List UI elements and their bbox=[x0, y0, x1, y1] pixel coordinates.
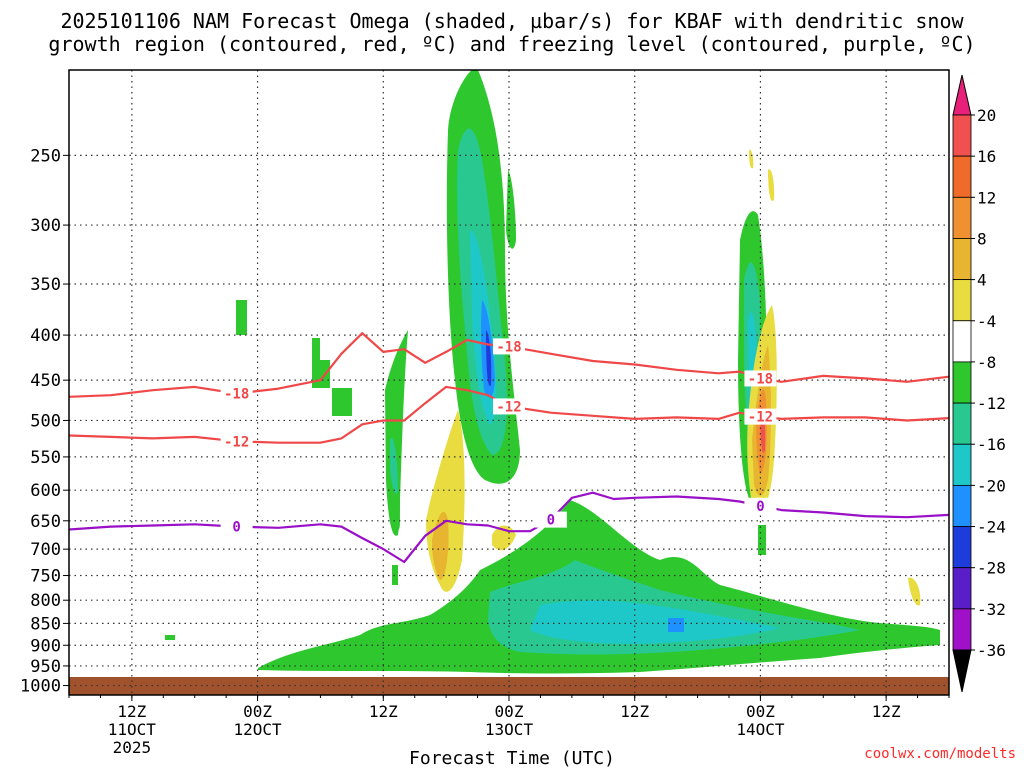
x-tick-label-6: 12Z bbox=[872, 702, 901, 721]
contour-lines: -18 -18 -18 -12 -12 -12 0 0 0 bbox=[69, 332, 949, 564]
colorbar-label-7: -12 bbox=[977, 394, 1006, 413]
x-tick-label-5: 00Z bbox=[746, 702, 775, 721]
x-axis-title: Forecast Time (UTC) bbox=[409, 748, 615, 769]
omega-region-patch-6 bbox=[392, 565, 398, 585]
y-tick-label-800: 800 bbox=[30, 591, 61, 611]
y-tick-label-850: 850 bbox=[30, 614, 61, 634]
contour-label-0-0: -18 bbox=[224, 387, 249, 403]
contour-label-bg bbox=[744, 408, 777, 425]
contour-label-bg bbox=[220, 433, 253, 450]
colorbar-label-11: -28 bbox=[977, 559, 1006, 578]
contour-label-bg bbox=[744, 497, 777, 514]
x-tick-sublabel-1: 12OCT bbox=[233, 720, 282, 739]
colorbar-label-3: 8 bbox=[977, 229, 987, 248]
colorbar-label-1: 16 bbox=[977, 147, 996, 166]
y-tick-label-300: 300 bbox=[30, 216, 61, 236]
grid-lines bbox=[69, 70, 949, 695]
y-tick-label-250: 250 bbox=[30, 146, 61, 166]
contour-label-2-1: 0 bbox=[547, 513, 555, 529]
colorbar-label-8: -16 bbox=[977, 435, 1006, 454]
y-tick-label-450: 450 bbox=[30, 371, 61, 391]
colorbar-swatch-11 bbox=[952, 567, 972, 610]
y-tick-label-700: 700 bbox=[30, 540, 61, 560]
colorbar-swatch-5 bbox=[952, 320, 972, 363]
x-tick-label-3: 00Z bbox=[495, 702, 524, 721]
y-tick-label-350: 350 bbox=[30, 275, 61, 295]
x-tick-label-4: 12Z bbox=[620, 702, 649, 721]
colorbar-swatch-1 bbox=[952, 155, 972, 198]
omega-region-low-level-core bbox=[530, 600, 780, 644]
x-tick-sublabel-3: 13OCT bbox=[485, 720, 534, 739]
omega-region-positive-6 bbox=[908, 577, 921, 606]
omega-region-patch-5 bbox=[758, 525, 766, 555]
credit-text: coolwx.com/modelts bbox=[864, 746, 1016, 762]
colorbar: 20 16 12 8 4 -4 -8 -12 -16 -20 -24 -28 -32 -36 bbox=[952, 74, 1006, 693]
x-tick-sublabel-5: 14OCT bbox=[736, 720, 785, 739]
contour-label-1-0: -12 bbox=[224, 434, 249, 450]
x-tick-label-0: 12Z bbox=[117, 702, 146, 721]
colorbar-label-10: -24 bbox=[977, 518, 1006, 537]
colorbar-label-6: -8 bbox=[977, 353, 996, 372]
chart-title-line-1: 2025101106 NAM Forecast Omega (shaded, µ… bbox=[60, 9, 964, 33]
y-tick-label-950: 950 bbox=[30, 657, 61, 677]
colorbar-label-12: -32 bbox=[977, 600, 1006, 619]
colorbar-bottom-arrow bbox=[952, 649, 972, 693]
contour-label-1-2: -12 bbox=[748, 410, 773, 426]
contour-label-2-2: 0 bbox=[756, 499, 764, 515]
contour-label-bg bbox=[220, 385, 253, 402]
contour-label-bg bbox=[744, 370, 777, 387]
omega-region-positive-4 bbox=[768, 169, 775, 201]
contour-label-0-1: -18 bbox=[496, 339, 521, 355]
colorbar-swatch-4 bbox=[952, 279, 972, 322]
omega-region-low-level-peak bbox=[668, 618, 684, 632]
colorbar-swatch-9 bbox=[952, 484, 972, 527]
contour-label-1-1: -12 bbox=[496, 399, 521, 415]
chart-title-line-2: growth region (contoured, red, ºC) and f… bbox=[48, 32, 976, 56]
contour-label-bg bbox=[220, 518, 253, 535]
colorbar-label-9: -20 bbox=[977, 476, 1006, 495]
omega-region-strand-a bbox=[385, 330, 408, 536]
colorbar-swatch-0 bbox=[952, 114, 972, 157]
y-tick-label-400: 400 bbox=[30, 326, 61, 346]
colorbar-swatch-10 bbox=[952, 526, 972, 569]
colorbar-label-13: -36 bbox=[977, 641, 1006, 660]
omega-region-patch-3 bbox=[332, 388, 352, 416]
colorbar-swatch-3 bbox=[952, 238, 972, 281]
colorbar-top-arrow bbox=[952, 74, 972, 116]
colorbar-swatch-7 bbox=[952, 402, 972, 445]
x-tick-label-2: 12Z bbox=[369, 702, 398, 721]
colorbar-swatch-8 bbox=[952, 443, 972, 486]
omega-region-right-streak bbox=[506, 170, 516, 249]
contour-label-bg bbox=[534, 511, 567, 528]
contour-label-bg bbox=[493, 338, 525, 355]
colorbar-label-2: 12 bbox=[977, 188, 996, 207]
omega-region-positive-5 bbox=[749, 149, 754, 169]
colorbar-swatch-12 bbox=[952, 608, 972, 651]
y-tick-label-600: 600 bbox=[30, 481, 61, 501]
colorbar-swatch-6 bbox=[952, 361, 972, 404]
y-axis: 2503003504004505005506006507007508008509… bbox=[20, 146, 69, 697]
colorbar-swatch-2 bbox=[952, 196, 972, 239]
y-tick-label-500: 500 bbox=[30, 411, 61, 431]
x-tick-label-1: 00Z bbox=[243, 702, 272, 721]
omega-region-patch-1 bbox=[236, 300, 247, 335]
y-tick-label-900: 900 bbox=[30, 636, 61, 656]
colorbar-label-4: 4 bbox=[977, 271, 987, 290]
contour-label-0-2: -18 bbox=[748, 371, 773, 387]
colorbar-label-5: -4 bbox=[977, 312, 996, 331]
x-tick-sublabel-0: 11OCT bbox=[108, 720, 157, 739]
omega-region-patch-4 bbox=[165, 635, 175, 640]
y-tick-label-550: 550 bbox=[30, 448, 61, 468]
contour-label-2-0: 0 bbox=[232, 520, 240, 536]
omega-region-strand-a-inner bbox=[390, 438, 398, 494]
y-tick-label-750: 750 bbox=[30, 567, 61, 587]
x-tick-year-0: 2025 bbox=[113, 738, 152, 757]
colorbar-label-0: 20 bbox=[977, 106, 996, 125]
contour-label-bg bbox=[493, 398, 525, 415]
y-tick-label-1000: 1000 bbox=[20, 677, 61, 697]
y-tick-label-650: 650 bbox=[30, 512, 61, 532]
